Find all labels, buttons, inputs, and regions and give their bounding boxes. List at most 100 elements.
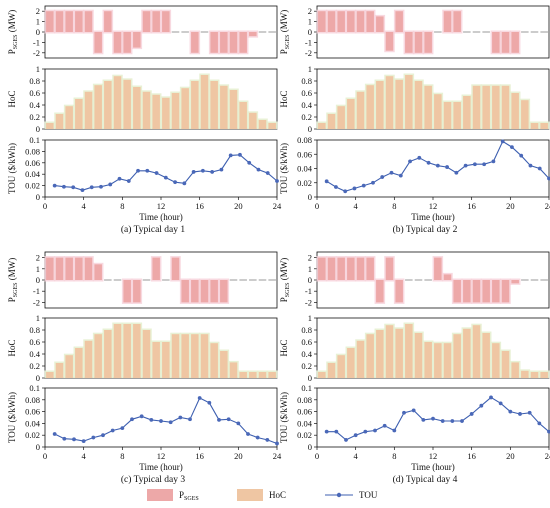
tou-point	[108, 182, 113, 187]
psges-bar	[318, 257, 326, 280]
tou-point	[72, 437, 76, 442]
hoc-bar	[171, 334, 180, 378]
x-tick-label: 12	[157, 451, 166, 461]
tou-point	[353, 433, 358, 438]
psges-ytick-label: 2	[36, 253, 40, 263]
tou-point	[81, 439, 86, 443]
psges-bar	[84, 257, 93, 280]
psges-bar	[443, 11, 452, 32]
psges-ytick-label: -1	[33, 37, 40, 47]
hoc-bar	[191, 334, 199, 378]
hoc-bar	[472, 85, 481, 129]
tou-point	[408, 159, 412, 164]
tou-ytick-label: 0	[308, 192, 312, 202]
tou-point	[173, 180, 177, 185]
hoc-bar	[113, 76, 122, 129]
tou-point	[182, 181, 187, 186]
psges-bar	[356, 257, 365, 280]
plot-frame	[44, 387, 278, 448]
hoc-bar	[472, 325, 481, 378]
x-tick-label: 0	[43, 451, 47, 461]
x-tick-label: 24	[545, 451, 550, 461]
x-axis-label: Time (hour)	[411, 212, 454, 222]
hoc-bar	[104, 81, 112, 129]
hoc-bar	[347, 99, 355, 129]
hoc-bar	[385, 325, 394, 378]
tou-ytick-label: 0.06	[25, 407, 40, 417]
psges-bar	[463, 280, 471, 303]
tou-point	[62, 436, 67, 441]
tou-point	[421, 417, 426, 422]
psges-bar	[104, 11, 112, 32]
psges-bar	[511, 280, 519, 284]
hoc-bar	[142, 91, 151, 129]
psges-bar	[482, 280, 490, 303]
tou-ytick-label: 0.08	[297, 135, 312, 145]
psges-bar	[113, 32, 122, 53]
hoc-ytick-label: 0.2	[301, 361, 312, 371]
tou-point	[417, 155, 422, 160]
hoc-bar	[347, 348, 355, 378]
psges-bar	[191, 280, 199, 303]
tou-point	[265, 171, 270, 175]
tou-point	[361, 183, 366, 188]
psges-bar	[366, 11, 374, 32]
tou-point	[352, 186, 357, 191]
hoc-ytick-label: 0.8	[301, 325, 312, 335]
hoc-ytick-label: 0.6	[301, 88, 312, 98]
tou-point	[373, 428, 377, 433]
hoc-bar	[84, 340, 93, 378]
tou-series-line	[54, 154, 278, 191]
tou-point	[411, 408, 416, 413]
tou-point	[200, 168, 205, 173]
legend-label-0: PSGES	[179, 490, 199, 502]
hoc-bar	[133, 87, 141, 129]
psges-ytick-label: 0	[36, 275, 40, 285]
hoc-bar	[181, 88, 189, 129]
psges-ytick-label: -2	[33, 48, 40, 58]
hoc-bar	[55, 363, 64, 378]
tou-ytick-label: 0	[308, 442, 312, 452]
tou-point	[344, 438, 348, 442]
psges-bar	[424, 32, 432, 53]
x-tick-label: 0	[315, 451, 319, 461]
hoc-bar	[55, 114, 64, 129]
hoc-ytick-label: 0.8	[29, 76, 40, 86]
tou-point	[139, 414, 144, 419]
x-tick-label: 16	[467, 201, 476, 211]
tou-point	[126, 179, 131, 183]
chart-caption: (c) Typical day 3	[121, 474, 186, 485]
hoc-bar	[327, 363, 336, 378]
tou-point	[80, 188, 85, 193]
tou-ytick-label: 0.04	[297, 164, 313, 174]
tou-ytick-label: 0.08	[25, 395, 40, 405]
hoc-ytick-label: 1	[308, 64, 312, 74]
psges-bar	[347, 11, 355, 32]
chart-caption: (d) Typical day 4	[393, 474, 458, 485]
tou-point	[371, 180, 375, 185]
hoc-ylabel: HoC	[279, 90, 289, 107]
hoc-bar	[434, 94, 442, 129]
tou-point	[219, 167, 224, 172]
hoc-bar	[424, 85, 432, 129]
psges-bar	[366, 257, 374, 280]
psges-bar	[162, 11, 170, 32]
tou-ylabel: TOU ($/kWh)	[7, 143, 17, 194]
x-tick-label: 16	[195, 451, 204, 461]
tou-point	[528, 163, 533, 168]
hoc-ytick-label: 0.8	[301, 76, 312, 86]
tou-point	[334, 429, 339, 434]
psges-ytick-label: 0	[36, 27, 40, 37]
tou-point	[537, 421, 542, 426]
psges-bar	[84, 11, 93, 32]
tou-point	[460, 419, 464, 423]
hoc-ytick-label: 0.6	[29, 88, 40, 98]
tou-point	[275, 179, 279, 183]
hoc-bar	[94, 334, 102, 378]
hoc-bar	[540, 372, 548, 378]
tou-point	[491, 159, 496, 164]
psges-bar	[434, 257, 442, 280]
tou-point	[226, 417, 231, 422]
